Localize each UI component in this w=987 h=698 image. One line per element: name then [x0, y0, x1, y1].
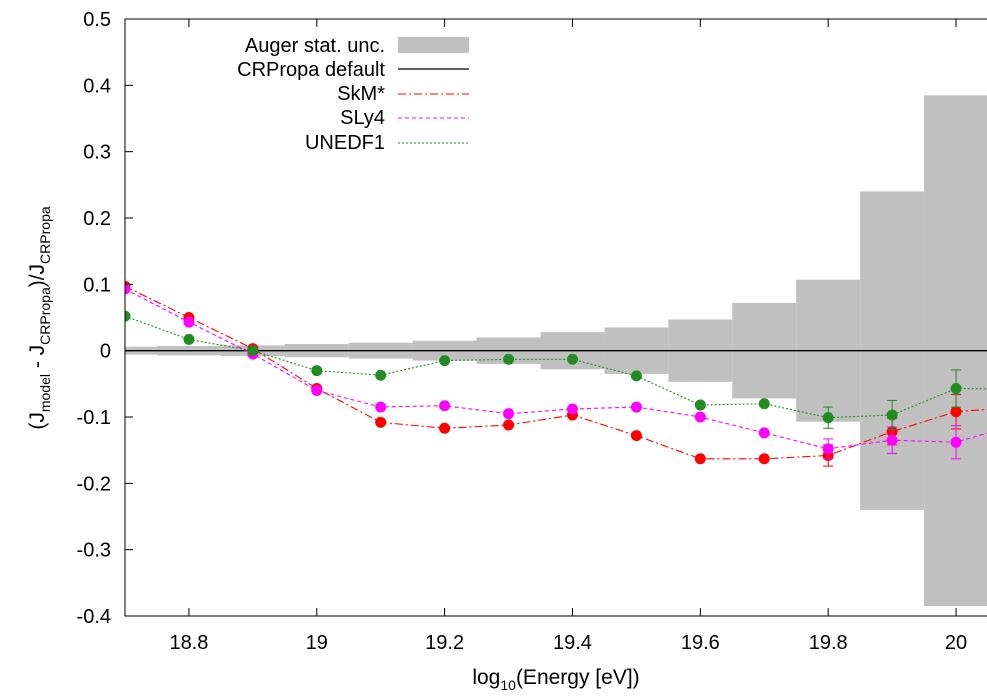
y-tick-label-3: -0.1 — [77, 407, 111, 429]
point-unedf1-8 — [630, 370, 642, 382]
point-unedf1-4 — [375, 369, 387, 381]
point-skm-10 — [758, 453, 770, 465]
point-skm-8 — [630, 430, 642, 442]
point-sly4-6 — [503, 408, 515, 420]
y-axis-title-p3: )/J — [26, 264, 49, 287]
point-unedf1-12 — [886, 409, 898, 421]
point-sly4-9 — [694, 411, 706, 423]
point-skm-6 — [503, 419, 515, 431]
x-axis-title-rest: (Energy [eV]) — [516, 666, 640, 689]
y-axis-title-p1: (J — [26, 412, 49, 430]
series-line-sly4 — [125, 288, 987, 450]
y-tick-label-4: 0 — [100, 341, 111, 363]
x-tick-label-0: 18.8 — [169, 632, 208, 654]
series-sly4 — [125, 283, 987, 460]
y-tick-label-2: -0.2 — [77, 473, 111, 495]
point-skm-4 — [375, 416, 387, 428]
plot-frame — [124, 18, 987, 617]
y-axis: -0.4 -0.3 -0.2 -0.1 0 0.1 0.2 0.3 0.4 0.5 — [77, 9, 133, 628]
point-sly4-13 — [950, 436, 962, 448]
legend-label-skm: SkM* — [337, 83, 385, 105]
y-tick-label-5: 0.1 — [83, 274, 111, 296]
point-skm-5 — [439, 422, 451, 434]
point-sly4-4 — [375, 401, 387, 413]
legend-label-auger: Auger stat. unc. — [245, 35, 385, 57]
point-unedf1-3 — [311, 365, 323, 377]
point-sly4-12 — [886, 434, 898, 446]
x-axis-title-main: log — [472, 666, 500, 689]
point-sly4-10 — [758, 427, 770, 439]
y-axis-title-s3: CRPropa — [37, 206, 53, 264]
legend-label-sly4: SLy4 — [340, 107, 385, 129]
x-tick-label-6: 20 — [945, 632, 967, 654]
x-axis: 18.8 19 19.2 19.4 19.6 19.8 20 — [169, 19, 967, 654]
legend-label-unedf1: UNEDF1 — [305, 132, 385, 154]
y-axis-title-s2: CRPropa — [37, 287, 53, 345]
point-unedf1-9 — [694, 399, 706, 411]
point-unedf1-10 — [758, 398, 770, 410]
point-unedf1-13 — [950, 382, 962, 394]
y-tick-label-7: 0.3 — [83, 142, 111, 164]
y-tick-label-9: 0.5 — [83, 9, 111, 31]
x-axis-title: log10(Energy [eV]) — [472, 666, 639, 693]
y-tick-label-0: -0.4 — [77, 606, 111, 628]
point-unedf1-5 — [439, 355, 451, 367]
point-sly4-7 — [566, 403, 578, 415]
y-axis-title-p2: - J — [26, 345, 49, 374]
point-unedf1-0 — [125, 310, 131, 322]
y-tick-label-1: -0.3 — [77, 540, 111, 562]
x-tick-label-5: 19.8 — [809, 632, 848, 654]
point-unedf1-11 — [822, 412, 834, 424]
x-tick-label-4: 19.6 — [681, 632, 720, 654]
legend-swatch-auger — [398, 37, 469, 53]
series-layer — [125, 280, 987, 467]
y-axis-title-s1: model — [37, 374, 53, 412]
point-unedf1-1 — [183, 333, 195, 345]
point-sly4-0 — [125, 283, 131, 295]
point-sly4-1 — [183, 316, 195, 328]
x-tick-label-2: 19.2 — [425, 632, 464, 654]
x-tick-label-1: 19 — [306, 632, 328, 654]
point-skm-13 — [950, 406, 962, 418]
point-skm-9 — [694, 453, 706, 465]
legend-label-crpropa-default: CRPropa default — [237, 59, 385, 81]
point-sly4-3 — [311, 384, 323, 396]
legend: Auger stat. unc. CRPropa default SkM* SL… — [237, 35, 469, 154]
point-sly4-11 — [822, 443, 834, 455]
point-unedf1-7 — [566, 353, 578, 365]
x-axis-title-sub: 10 — [500, 677, 516, 693]
series-unedf1 — [125, 310, 987, 431]
y-tick-label-6: 0.2 — [83, 208, 111, 230]
point-sly4-5 — [439, 400, 451, 412]
point-unedf1-2 — [247, 345, 259, 357]
x-tick-label-3: 19.4 — [553, 632, 592, 654]
point-sly4-8 — [630, 401, 642, 413]
point-unedf1-6 — [503, 353, 515, 365]
y-tick-label-8: 0.4 — [83, 75, 111, 97]
y-axis-title: (Jmodel - JCRPropa)/JCRPropa — [26, 206, 53, 430]
